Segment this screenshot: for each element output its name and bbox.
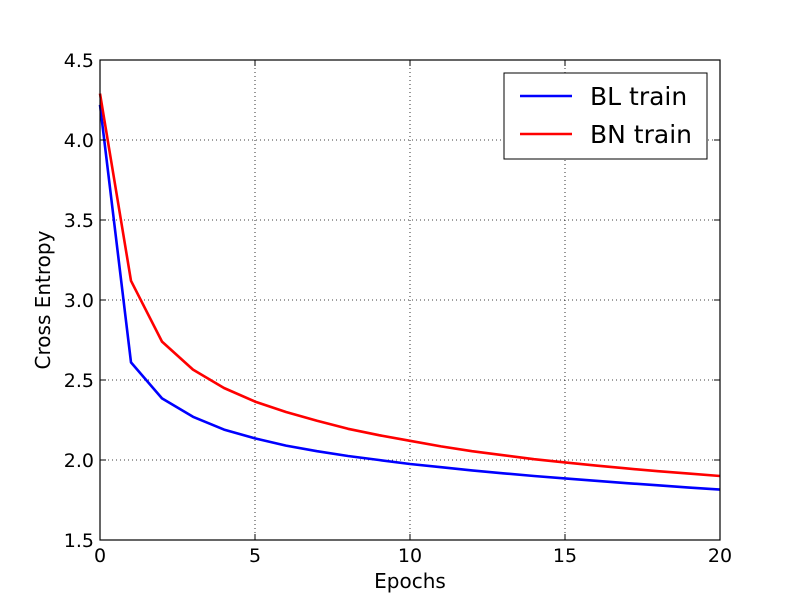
series-line-bl-train: [98, 104, 721, 491]
x-tick-label: 5: [249, 545, 261, 567]
x-tick-labels: 0 5 10 15 20: [94, 545, 732, 567]
x-axis-label: Epochs: [374, 569, 446, 593]
y-tick-label: 4.5: [64, 50, 94, 72]
y-tick-label: 1.5: [64, 530, 94, 552]
x-tick-label: 10: [398, 545, 422, 567]
legend-box: [503, 72, 708, 160]
series-lines: [98, 93, 721, 491]
y-tick-label: 3.0: [64, 290, 94, 312]
y-tick-label: 2.0: [64, 450, 94, 472]
legend: BL train BN train: [503, 72, 708, 160]
y-tick-label: 4.0: [64, 130, 94, 152]
y-tick-label: 2.5: [64, 370, 94, 392]
y-tick-label: 3.5: [64, 210, 94, 232]
y-tick-labels: 1.5 2.0 2.5 3.0 3.5 4.0 4.5: [64, 50, 94, 552]
series-line-bn-train: [98, 93, 721, 478]
x-tick-label: 0: [94, 545, 106, 567]
x-tick-label: 15: [553, 545, 577, 567]
y-axis-label: Cross Entropy: [31, 230, 55, 369]
x-tick-label: 20: [708, 545, 732, 567]
legend-label: BN train: [590, 120, 692, 149]
axis-ticks: [99, 59, 721, 541]
legend-label: BL train: [590, 82, 687, 111]
